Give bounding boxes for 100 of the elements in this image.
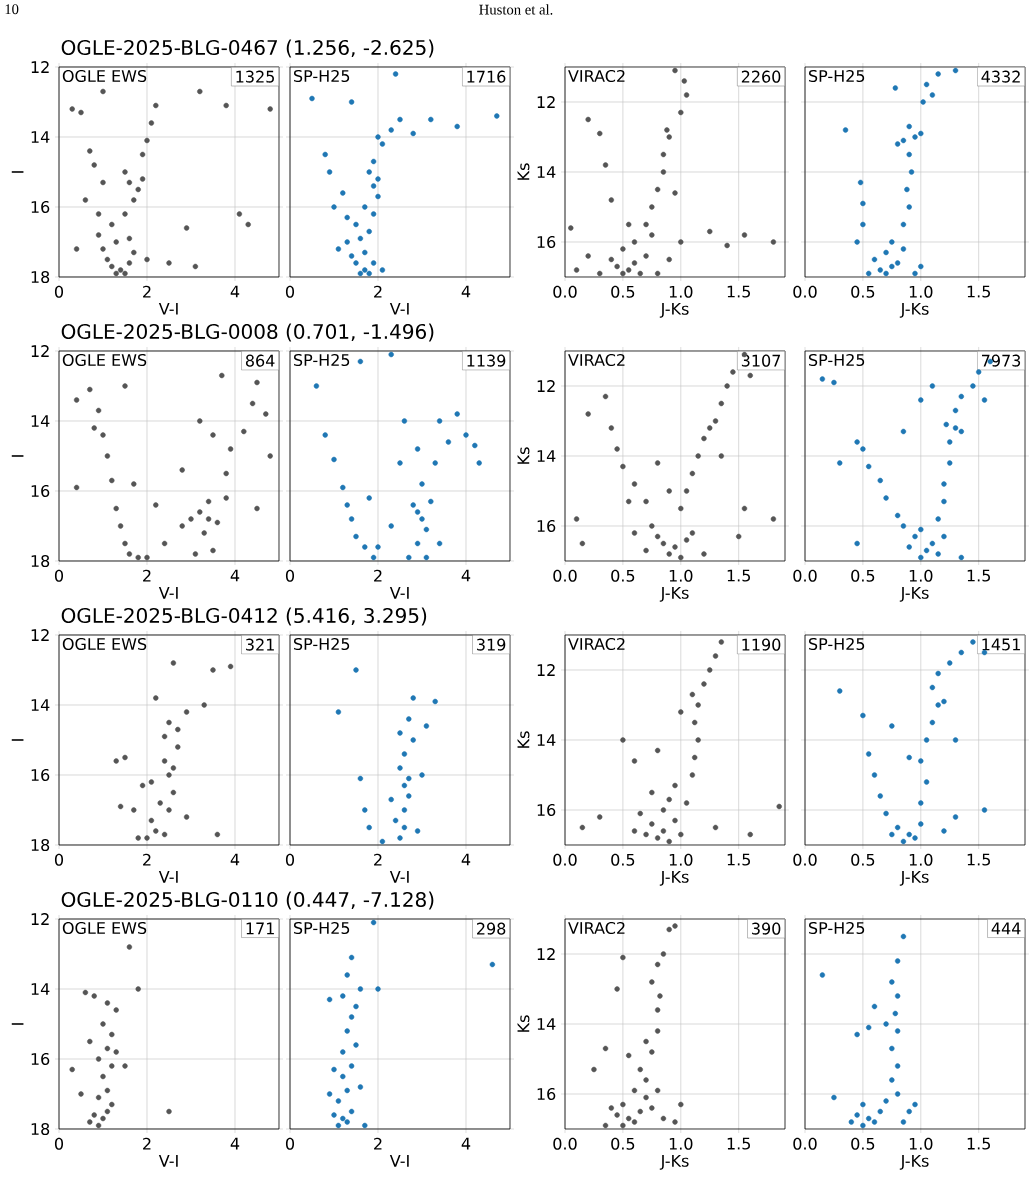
point xyxy=(602,393,609,400)
point xyxy=(183,709,190,715)
x-tick-label: 0.5 xyxy=(611,1137,635,1150)
point xyxy=(73,246,80,252)
y-axis-title: I xyxy=(11,455,24,457)
point xyxy=(689,470,696,477)
point xyxy=(192,551,199,557)
point xyxy=(712,418,719,424)
point xyxy=(643,1038,649,1045)
point xyxy=(718,639,724,645)
point xyxy=(620,1101,626,1108)
y-tick-label: 12 xyxy=(537,664,555,676)
point xyxy=(877,1108,883,1115)
y-tick-label: 14 xyxy=(31,699,50,711)
point xyxy=(322,432,328,438)
point xyxy=(73,397,80,403)
point xyxy=(214,831,221,838)
point xyxy=(941,828,947,834)
point xyxy=(952,814,959,820)
point xyxy=(614,263,620,270)
y-tick-label: 12 xyxy=(31,629,49,641)
point xyxy=(894,512,901,519)
point xyxy=(900,137,907,144)
point xyxy=(649,204,655,210)
point xyxy=(166,1108,172,1115)
point xyxy=(906,754,912,761)
point xyxy=(631,260,638,266)
annotation: SP-H25 xyxy=(808,921,865,935)
y-axis-title: Ks xyxy=(517,163,530,180)
x-tick-label: 0 xyxy=(285,853,295,866)
point xyxy=(205,516,212,522)
point xyxy=(970,639,976,645)
point xyxy=(941,533,947,540)
point xyxy=(223,495,229,501)
point xyxy=(392,71,399,77)
point xyxy=(366,824,372,831)
x-tick-label: 2 xyxy=(143,569,151,582)
point xyxy=(631,758,638,764)
point xyxy=(113,505,119,512)
point xyxy=(362,544,368,550)
x-axis-title: J-Ks xyxy=(659,870,689,886)
x-axis-title: J-Ks xyxy=(659,586,689,602)
point xyxy=(654,835,661,841)
point xyxy=(249,400,256,407)
point xyxy=(900,523,907,529)
point xyxy=(672,1119,678,1125)
point xyxy=(660,951,667,957)
point xyxy=(414,540,421,547)
point xyxy=(837,688,843,694)
point xyxy=(889,979,895,985)
point xyxy=(122,1063,128,1069)
point xyxy=(649,1105,655,1111)
y-tick-label: 14 xyxy=(537,450,556,462)
point xyxy=(326,1091,333,1097)
point xyxy=(175,744,181,750)
point xyxy=(95,407,102,414)
point xyxy=(326,996,333,1003)
point xyxy=(322,151,328,158)
point xyxy=(179,523,185,529)
point xyxy=(654,1087,661,1094)
point xyxy=(681,78,687,84)
point xyxy=(397,730,403,736)
x-tick-label: 0.0 xyxy=(793,853,817,866)
point xyxy=(689,772,696,778)
point xyxy=(981,807,988,813)
point xyxy=(958,428,964,435)
annotation: 1451 xyxy=(982,638,1020,651)
point xyxy=(153,502,159,508)
point xyxy=(197,418,203,424)
point xyxy=(227,663,234,670)
point xyxy=(707,425,713,431)
point xyxy=(161,758,168,764)
point xyxy=(860,1101,866,1108)
point xyxy=(122,383,128,389)
point xyxy=(122,754,128,761)
point xyxy=(941,481,947,487)
point xyxy=(161,540,168,547)
point xyxy=(654,533,661,540)
point xyxy=(894,993,901,999)
point xyxy=(78,1091,84,1097)
point xyxy=(906,544,912,550)
point xyxy=(770,516,777,522)
y-tick-label: 12 xyxy=(31,345,49,357)
y-axis-title: I xyxy=(11,171,24,173)
point xyxy=(122,211,128,217)
point xyxy=(657,993,663,999)
point xyxy=(602,1122,609,1129)
point xyxy=(326,169,333,175)
point xyxy=(854,1031,860,1038)
point xyxy=(87,386,93,393)
point xyxy=(900,246,907,252)
point xyxy=(362,204,368,210)
point xyxy=(918,526,924,533)
point xyxy=(672,817,678,824)
point xyxy=(654,460,661,466)
x-tick-label: 4 xyxy=(461,1137,471,1150)
point xyxy=(348,516,355,522)
point xyxy=(362,1122,368,1129)
point xyxy=(414,828,421,834)
point xyxy=(161,831,168,838)
